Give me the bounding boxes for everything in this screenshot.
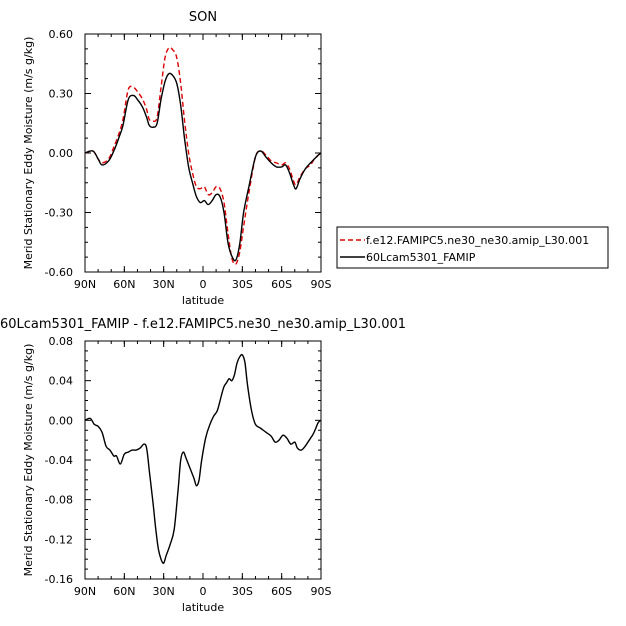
chart-bottom-panel: 60Lcam5301_FAMIP - f.e12.FAMIPC5.ne30_ne… bbox=[0, 317, 406, 614]
bottom-y-tick-label: 0.00 bbox=[49, 414, 74, 427]
top-x-axis-label: latitude bbox=[182, 294, 224, 307]
bottom-x-tick-label: 60N bbox=[113, 585, 135, 598]
bottom-axis-ticks: 90N 60N 30N 0 30S 60S 90S 0.08 0.04 0.00 -0.04 -0.0… bbox=[45, 335, 332, 598]
top-plot-frame bbox=[84, 33, 322, 273]
legend-box bbox=[336, 226, 609, 269]
bottom-chart-title: 60Lcam5301_FAMIP - f.e12.FAMIPC5.ne30_ne… bbox=[0, 317, 406, 332]
top-y-tick-label: 0.00 bbox=[49, 147, 74, 160]
top-y-tick-label: -0.60 bbox=[45, 266, 73, 279]
chart-top-panel: SON 90N 60N 30N 0 30S 60S 90S 0.60 0.30 0.00 -0.30… bbox=[22, 10, 332, 307]
bottom-y-tick-label: -0.04 bbox=[45, 454, 73, 467]
bottom-x-tick-label: 30N bbox=[153, 585, 175, 598]
top-x-tick-label: 60S bbox=[271, 278, 292, 291]
top-x-tick-label: 0 bbox=[200, 278, 207, 291]
bottom-y-tick-label: -0.16 bbox=[45, 573, 73, 586]
top-series-line-0 bbox=[84, 46, 322, 266]
legend-entry-cam5301: 60Lcam5301_FAMIP bbox=[366, 251, 476, 264]
bottom-y-tick-label: 0.04 bbox=[49, 375, 74, 388]
top-series-line-1 bbox=[84, 72, 322, 262]
top-x-tick-label: 90S bbox=[311, 278, 332, 291]
bottom-series-group bbox=[84, 353, 322, 564]
top-chart-title: SON bbox=[189, 10, 217, 25]
legend-entry-amip-l30: f.e12.FAMIPC5.ne30_ne30.amip_L30.001 bbox=[366, 234, 589, 247]
bottom-plot-frame bbox=[84, 340, 322, 580]
top-x-tick-label: 90N bbox=[74, 278, 96, 291]
bottom-y-axis-label: Merid Stationary Eddy Moisture (m/s g/kg… bbox=[22, 344, 35, 577]
bottom-y-tick-label: -0.12 bbox=[45, 533, 73, 546]
top-y-axis-label: Merid Stationary Eddy Moisture (m/s g/kg… bbox=[22, 37, 35, 270]
bottom-x-tick-label: 30S bbox=[232, 585, 253, 598]
top-x-tick-label: 30N bbox=[153, 278, 175, 291]
bottom-x-tick-label: 90S bbox=[311, 585, 332, 598]
bottom-x-tick-label: 0 bbox=[200, 585, 207, 598]
top-y-tick-label: 0.60 bbox=[49, 28, 74, 41]
top-axis-ticks: 90N 60N 30N 0 30S 60S 90S 0.60 0.30 0.00 -0.30 -0.6… bbox=[45, 28, 332, 291]
top-y-tick-label: -0.30 bbox=[45, 207, 73, 220]
bottom-x-axis-label: latitude bbox=[182, 601, 224, 614]
bottom-y-tick-label: -0.08 bbox=[45, 494, 73, 507]
top-series-group bbox=[84, 46, 322, 266]
top-x-tick-label: 60N bbox=[113, 278, 135, 291]
top-x-tick-label: 30S bbox=[232, 278, 253, 291]
legend: f.e12.FAMIPC5.ne30_ne30.amip_L30.001 60L… bbox=[336, 226, 609, 269]
bottom-x-tick-label: 60S bbox=[271, 585, 292, 598]
top-y-tick-label: 0.30 bbox=[49, 88, 74, 101]
bottom-y-tick-label: 0.08 bbox=[49, 335, 74, 348]
bottom-x-tick-label: 90N bbox=[74, 585, 96, 598]
bottom-series-line-0 bbox=[84, 353, 322, 564]
